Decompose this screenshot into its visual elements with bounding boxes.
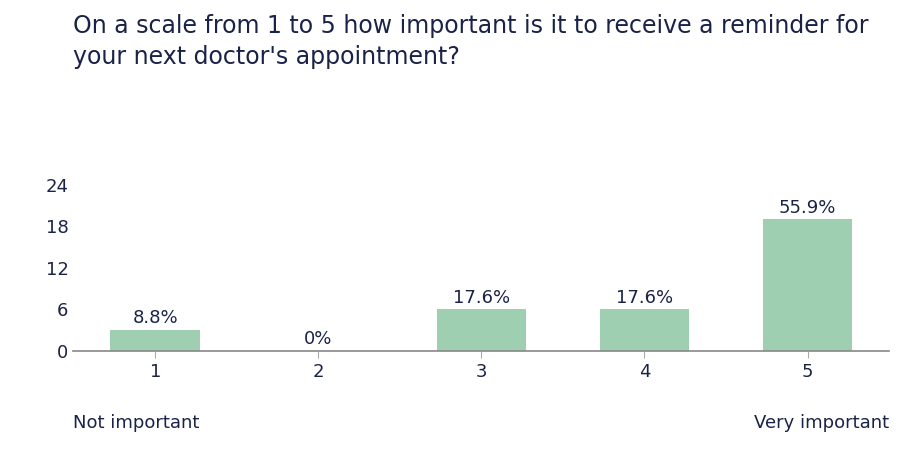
Bar [110,330,200,351]
Text: 8.8%: 8.8% [132,310,178,328]
Text: 17.6%: 17.6% [616,289,673,307]
Text: Very important: Very important [755,414,889,432]
Bar [600,310,690,351]
Text: Not important: Not important [73,414,200,432]
Text: On a scale from 1 to 5 how important is it to receive a reminder for
your next d: On a scale from 1 to 5 how important is … [73,14,869,69]
Bar [436,310,526,351]
Text: 0%: 0% [304,329,333,347]
Text: 17.6%: 17.6% [453,289,510,307]
Text: 55.9%: 55.9% [779,199,836,217]
Bar [763,220,853,351]
